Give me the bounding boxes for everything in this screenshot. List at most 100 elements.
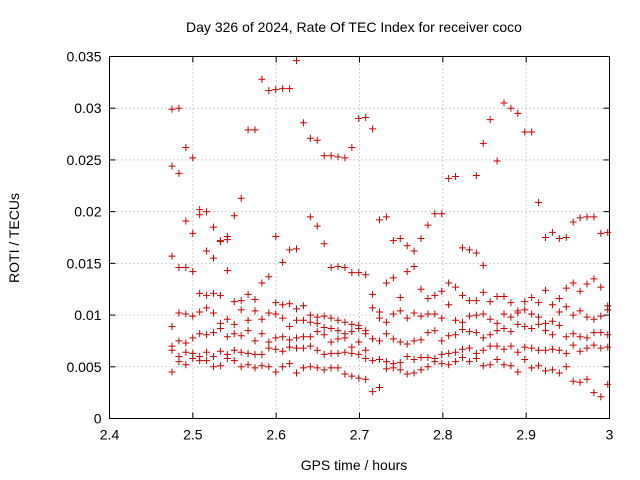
data-point (396, 359, 404, 367)
data-point (514, 320, 522, 328)
x-tick-label: 2.9 (516, 427, 536, 443)
data-point (189, 355, 197, 363)
data-point (369, 290, 377, 298)
data-point (334, 349, 342, 357)
data-point (279, 85, 287, 93)
data-point (569, 377, 577, 385)
data-point (555, 346, 563, 354)
data-point (465, 358, 473, 366)
data-point (203, 291, 211, 299)
axis-ticks: 2.4 2.5 2.6 2.7 2.8 2.9 3 0 0.005 0.01 0.015 0.02 0.… (66, 49, 613, 443)
data-point (237, 194, 245, 202)
data-point (569, 218, 577, 226)
data-point (175, 263, 183, 271)
data-point (514, 109, 522, 117)
data-point (189, 268, 197, 276)
data-point (362, 114, 370, 122)
data-point (348, 144, 356, 152)
data-point (486, 361, 494, 369)
data-point (306, 311, 314, 319)
data-point (306, 134, 314, 142)
data-point (542, 327, 549, 335)
data-point (452, 358, 460, 366)
data-point (341, 370, 349, 378)
data-point (362, 346, 370, 354)
data-point (320, 312, 328, 320)
data-point (313, 364, 321, 372)
data-point (542, 234, 549, 241)
data-point (327, 349, 335, 357)
data-point (355, 269, 363, 277)
data-point (168, 252, 176, 260)
data-point (175, 104, 183, 112)
data-point (583, 334, 591, 342)
data-point (555, 308, 563, 316)
data-point (465, 328, 473, 336)
data-point (548, 301, 556, 309)
data-point (389, 310, 397, 318)
data-point (417, 235, 425, 243)
data-point (341, 318, 349, 326)
data-point (216, 325, 224, 333)
data-point (341, 334, 349, 342)
data-point (230, 298, 238, 306)
data-point (417, 366, 425, 374)
data-point (320, 240, 328, 248)
data-point (576, 214, 584, 222)
data-point (258, 279, 266, 287)
data-point (168, 368, 176, 376)
data-point (410, 309, 418, 317)
data-point (410, 356, 418, 364)
data-point (320, 331, 328, 339)
data-point (521, 356, 529, 364)
data-point (424, 310, 432, 318)
data-point (203, 348, 211, 356)
data-point (528, 325, 536, 333)
data-point (189, 334, 197, 342)
data-point (486, 342, 494, 350)
data-point (459, 345, 466, 353)
data-point (514, 368, 522, 376)
data-point (500, 345, 508, 353)
data-point (230, 212, 238, 220)
data-point (521, 306, 529, 314)
data-point (168, 322, 176, 330)
data-point (542, 346, 549, 354)
data-point (576, 287, 584, 295)
data-point (417, 336, 425, 344)
y-tick-label: 0.015 (66, 255, 101, 271)
data-point (479, 334, 487, 342)
data-point (569, 330, 577, 338)
data-point (251, 364, 259, 372)
data-point (597, 329, 605, 337)
data-point (424, 363, 432, 371)
data-point (286, 360, 294, 368)
data-point (500, 99, 508, 107)
data-point (313, 346, 321, 354)
data-point (286, 343, 294, 351)
data-point (203, 331, 211, 339)
data-point (313, 136, 321, 144)
data-point (265, 87, 273, 95)
data-point (382, 365, 390, 373)
data-point (175, 337, 183, 345)
data-point (507, 104, 515, 112)
data-point (210, 363, 217, 371)
data-point (583, 213, 591, 221)
data-point (403, 268, 411, 276)
data-point (569, 279, 577, 287)
data-point (465, 246, 473, 254)
data-point (431, 291, 439, 299)
data-point (348, 372, 356, 380)
data-point (597, 312, 605, 320)
data-point (376, 216, 383, 224)
data-point (445, 301, 453, 309)
data-point (196, 357, 204, 365)
data-point (479, 139, 487, 147)
data-point (424, 295, 432, 303)
data-point (286, 336, 294, 344)
data-point (424, 329, 432, 337)
data-point (313, 328, 321, 336)
data-point (452, 331, 460, 339)
